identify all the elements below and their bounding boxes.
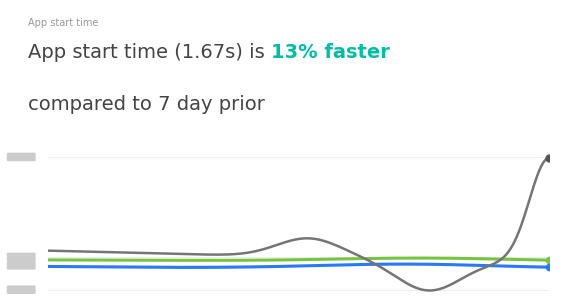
Text: 13% faster: 13% faster (271, 43, 390, 62)
Text: App start time: App start time (28, 18, 98, 28)
Text: compared to 7 day prior: compared to 7 day prior (28, 95, 265, 115)
Text: App start time (1.67s) is: App start time (1.67s) is (28, 43, 271, 62)
